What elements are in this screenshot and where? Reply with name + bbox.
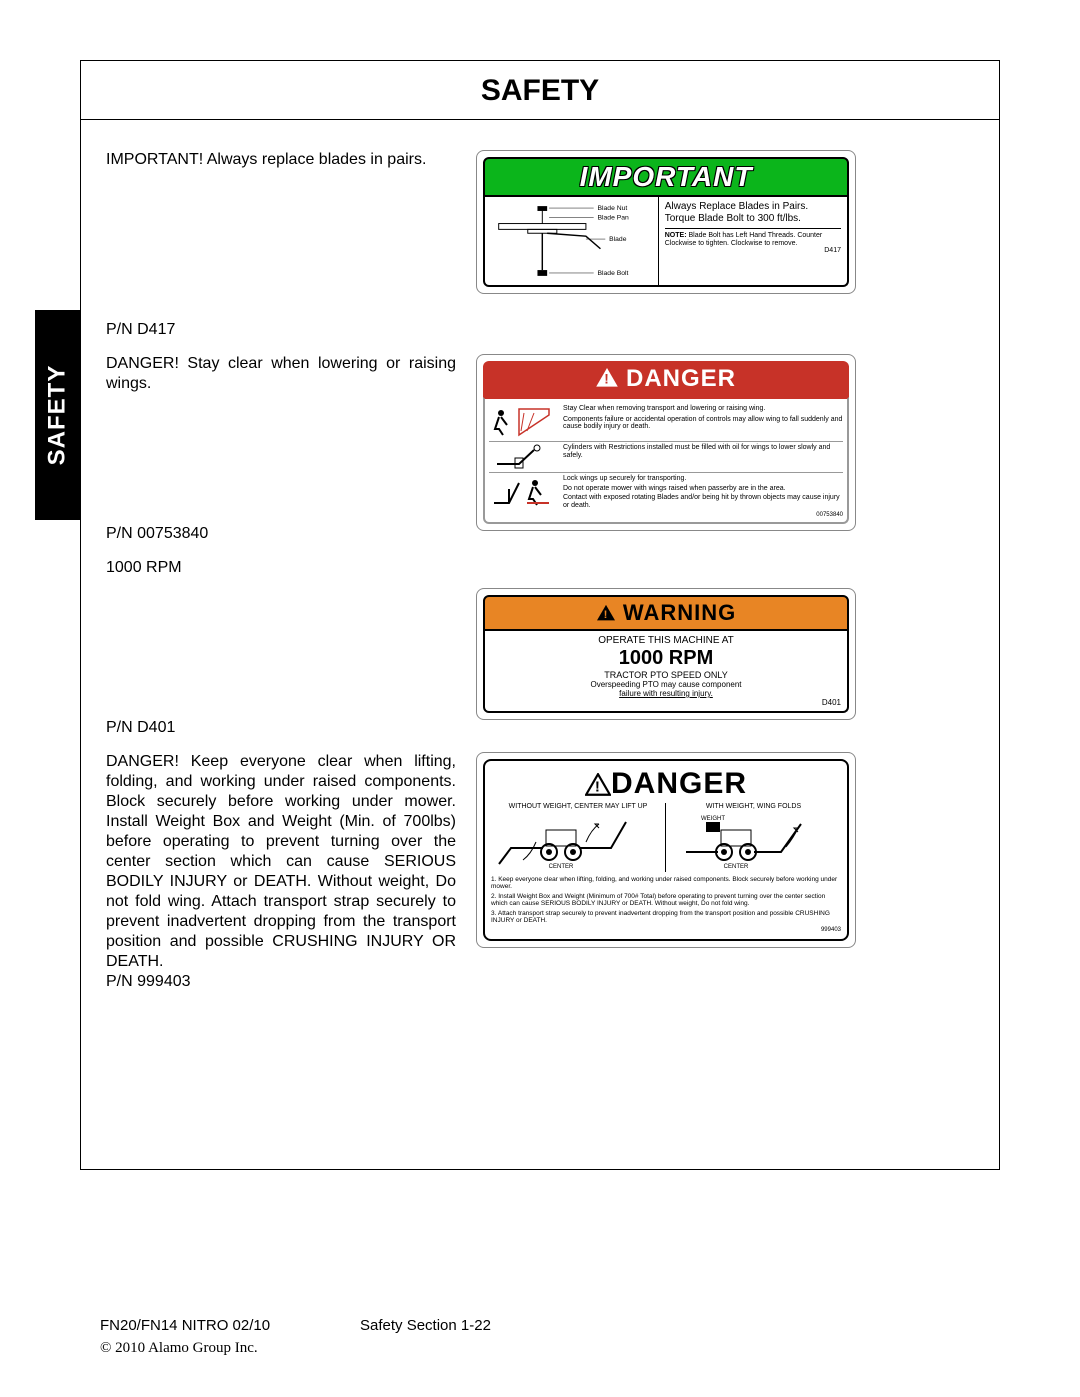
svg-text:Blade Bolt: Blade Bolt (598, 270, 629, 277)
svg-text:!: ! (603, 609, 608, 621)
footer-section: Safety Section 1-22 (360, 1317, 491, 1334)
page-footer: FN20/FN14 NITRO 02/10 Safety Section 1-2… (100, 1317, 980, 1357)
item3-pn: P/N D401 (106, 718, 456, 738)
pictogram-icon (489, 475, 559, 510)
item1-text: IMPORTANT! Always replace blades in pair… (106, 150, 456, 170)
svg-text:CENTER: CENTER (724, 864, 749, 870)
item-3: 1000 RPM P/N D401 ! WARNING OPERATE THIS… (106, 558, 979, 738)
svg-text:!: ! (604, 371, 609, 386)
warn-pn: D401 (491, 698, 841, 707)
dng-r5: Do not operate mower with wings raised w… (563, 485, 843, 493)
side-tab: SAFETY (35, 310, 80, 520)
dng-r1: Stay Clear when removing transport and l… (563, 405, 843, 413)
dng-pn: 00753840 (489, 512, 843, 519)
item4-pn: P/N 999403 (106, 972, 456, 992)
warn-l4: failure with resulting injury. (491, 689, 841, 698)
decal-warning-rpm: ! WARNING OPERATE THIS MACHINE AT 1000 R… (476, 588, 856, 720)
col1-header: WITHOUT WEIGHT, CENTER MAY LIFT UP (491, 803, 665, 810)
svg-text:Blade Nut: Blade Nut (598, 205, 628, 212)
svg-text:Blade Pan: Blade Pan (598, 215, 629, 222)
tractor-diagram-left: CENTER (491, 812, 641, 872)
dng-r3: Cylinders with Restrictions installed mu… (563, 444, 843, 459)
item1-pn: P/N D417 (106, 320, 456, 340)
page-border: IMPORTANT! Always replace blades in pair… (80, 60, 1000, 1170)
footer-doc: FN20/FN14 NITRO 02/10 (100, 1317, 360, 1334)
dng2-n1: 1. Keep everyone clear when lifting, fol… (491, 876, 841, 891)
blade-diagram: Blade Nut Blade Pan Blade Blade Bolt (485, 197, 659, 285)
decal-danger-wings: ! DANGER (476, 354, 856, 531)
svg-text:!: ! (595, 779, 601, 796)
pictogram-icon (489, 405, 559, 439)
svg-text:WEIGHT: WEIGHT (701, 816, 725, 822)
warning-header: ! WARNING (483, 595, 849, 631)
pictogram-icon (489, 444, 559, 470)
decal-important: IMPORTANT (476, 150, 856, 294)
dng2-pn: 999403 (491, 927, 841, 933)
item-2: DANGER! Stay clear when lowering or rais… (106, 354, 979, 544)
important-header: IMPORTANT (483, 157, 849, 197)
imp-pn: D417 (665, 247, 841, 254)
danger-header: ! DANGER (483, 361, 849, 397)
dng-r4: Lock wings up securely for transporting. (563, 475, 843, 483)
item3-text: 1000 RPM (106, 558, 456, 578)
item4-text: DANGER! Keep everyone clear when lifting… (106, 752, 456, 972)
footer-copyright: © 2010 Alamo Group Inc. (100, 1340, 980, 1357)
dng-r2: Components failure or accidental operati… (563, 416, 843, 431)
decal-danger-weight: ! DANGER WITHOUT WEIGHT, CENTER MAY LIFT… (476, 752, 856, 948)
warn-rpm: 1000 RPM (491, 647, 841, 670)
warn-l3: Overspeeding PTO may cause component (491, 680, 841, 689)
item2-pn: P/N 00753840 (106, 524, 456, 544)
svg-text:Blade: Blade (609, 236, 627, 243)
item-4: DANGER! Keep everyone clear when lifting… (106, 752, 979, 992)
tractor-diagram-right: WEIGHT CENTER (666, 812, 816, 872)
item-1: IMPORTANT! Always replace blades in pair… (106, 150, 979, 340)
dng2-n2: 2. Install Weight Box and Weight (Minimu… (491, 893, 841, 908)
imp-line2: Torque Blade Bolt to 300 ft/lbs. (665, 213, 841, 225)
item2-text: DANGER! Stay clear when lowering or rais… (106, 354, 456, 394)
dng2-n3: 3. Attach transport strap securely to pr… (491, 910, 841, 925)
col2-header: WITH WEIGHT, WING FOLDS (666, 803, 841, 810)
warn-l1: OPERATE THIS MACHINE AT (491, 635, 841, 647)
imp-note: Blade Bolt has Left Hand Threads. Counte… (665, 232, 822, 247)
warn-l2: TRACTOR PTO SPEED ONLY (491, 670, 841, 680)
svg-text:CENTER: CENTER (549, 864, 574, 870)
content-area: IMPORTANT! Always replace blades in pair… (106, 150, 979, 1149)
danger2-header: ! DANGER (491, 767, 841, 801)
dng-r6: Contact with exposed rotating Blades and… (563, 494, 843, 509)
imp-line1: Always Replace Blades in Pairs. (665, 201, 841, 213)
